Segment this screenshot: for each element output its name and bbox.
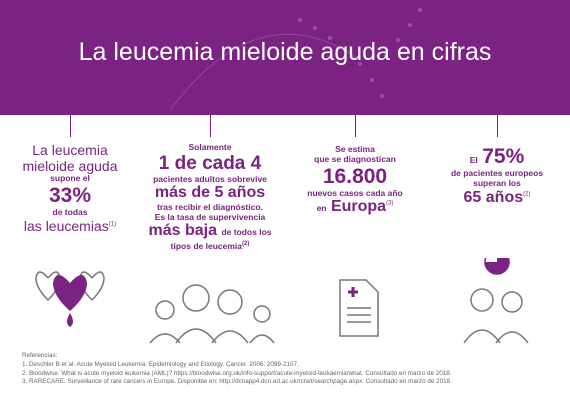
text: más de 5 años (154, 184, 266, 202)
references-heading: Referencias: (22, 352, 58, 359)
reference: 1. Deschler B et al. Acute Myeloid Leuke… (22, 360, 299, 368)
ref: (2) (523, 191, 531, 198)
text: 33% (48, 183, 92, 207)
ref: (2) (242, 240, 250, 247)
ref: (3) (386, 201, 394, 208)
text: 65 años (463, 188, 524, 206)
reference: 2. Bloodwise. What is acute myeloid leuk… (22, 369, 452, 377)
divider (355, 115, 356, 137)
divider (497, 115, 498, 137)
text: de pacientes europeos (450, 168, 544, 179)
text: superan los (473, 177, 521, 188)
document-icon (339, 279, 379, 337)
text: El (469, 155, 478, 165)
text: nuevos casos cada año (307, 187, 403, 198)
text: de todos los (221, 227, 272, 238)
text: 75% (482, 145, 525, 168)
text: mieloide aguda (22, 158, 118, 175)
drop (67, 313, 73, 327)
stat-column: El 75% de pacientes europeos superan los… (427, 145, 567, 207)
stat-column: Se estima que se diagnostican 16.800 nue… (285, 144, 425, 217)
text: supone el (50, 173, 90, 184)
text: 16.800 (322, 164, 388, 188)
elderly-icon (463, 258, 529, 344)
text: Europa (330, 198, 387, 216)
text: Solamente (188, 142, 232, 152)
reference: 3. RARECARE. Surveillance of rare cancer… (22, 378, 452, 386)
references: Referencias: 1. Deschler B et al. Acute … (22, 352, 452, 387)
text: las leucemias (23, 217, 109, 234)
text: 1 de cada 4 (158, 152, 262, 174)
title: La leucemia mieloide aguda en cifras (78, 38, 492, 66)
heart (53, 275, 87, 311)
text: en (316, 203, 327, 214)
text: de todas (52, 207, 88, 218)
ref: (1) (108, 221, 117, 228)
stat-column: La leucemia mieloide aguda supone el 33%… (0, 142, 140, 234)
text: tras recibir el diagnóstico. (157, 201, 263, 212)
text: Es la tasa de supervivencia (154, 211, 266, 222)
people-icon (149, 284, 275, 344)
divider (70, 115, 71, 137)
icons (35, 258, 529, 344)
hearts-icon (35, 271, 105, 302)
stat-column: Solamente 1 de cada 4 pacientes adultos … (140, 142, 280, 251)
text: La leucemia (32, 142, 108, 158)
decoration (169, 8, 422, 111)
header: La leucemia mieloide aguda en cifras (0, 0, 570, 115)
text: más baja (148, 222, 217, 240)
divider (210, 115, 211, 137)
text: pacientes adultos sobrevive (153, 173, 267, 184)
text: tipos de leucemia (170, 240, 242, 251)
text: Se estima (335, 144, 375, 154)
text: que se diagnostican (314, 153, 396, 164)
